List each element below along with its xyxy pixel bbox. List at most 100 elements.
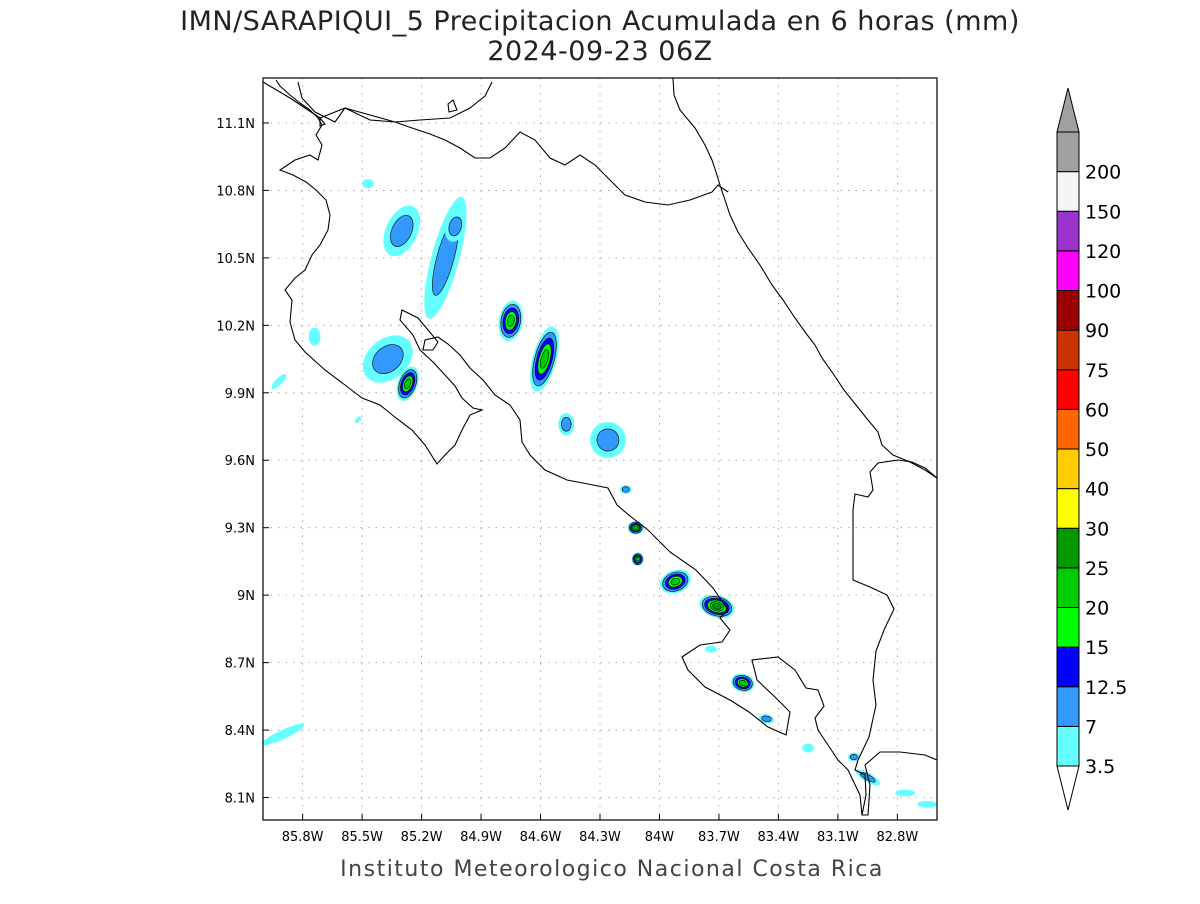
lat-tick-label: 8.7N — [225, 657, 255, 672]
precip-contour-band — [448, 216, 462, 237]
colorbar-label: 25 — [1085, 558, 1109, 580]
colorbar-swatch — [1056, 408, 1080, 450]
colorbar-under-triangle — [1056, 765, 1080, 811]
lat-tick-label: 8.1N — [225, 792, 255, 807]
precip-cell — [396, 366, 419, 402]
longitude-ticks: 85.8W 85.5W 85.2W 84.9W 84.6W 84.3W 84W 83.7W 83… — [282, 814, 918, 845]
colorbar-label: 30 — [1085, 518, 1109, 540]
precip-cell — [530, 326, 559, 392]
precip-cell — [627, 520, 644, 535]
lat-tick-label: 8.4N — [225, 724, 255, 739]
precip-cell — [362, 335, 413, 383]
map-title: IMN/SARAPIQUI_5 Precipitacion Acumulada … — [180, 6, 1020, 37]
precip-contour-band — [739, 679, 747, 686]
precip-contour-band — [362, 179, 375, 189]
precip-cell — [383, 205, 421, 257]
precipitation-field — [263, 179, 937, 808]
lat-tick-label: 11.1N — [216, 117, 255, 132]
precip-cell — [444, 210, 466, 242]
precip-cell — [731, 673, 755, 693]
precip-cell — [847, 752, 860, 762]
colorbar-swatch — [1056, 607, 1080, 648]
colorbar-label: 90 — [1085, 320, 1109, 342]
colorbar-label: 120 — [1085, 241, 1121, 263]
precip-contour-band — [849, 753, 858, 761]
lat-tick-label: 9.9N — [225, 387, 255, 402]
precip-cell — [619, 484, 632, 494]
precip-contour-band — [635, 556, 640, 562]
colorbar-swatch — [1056, 567, 1080, 608]
latitude-ticks: 11.1N 10.8N 10.5N 10.2N 9.9N 9.6N 9.3N 9N 8.7N 8.… — [216, 117, 269, 807]
lake-island — [447, 99, 458, 113]
precip-cell — [631, 552, 644, 566]
precip-cell — [263, 723, 305, 746]
lon-tick-label: 85.2W — [401, 830, 443, 845]
colorbar-swatch — [1056, 171, 1080, 212]
precip-contour-band — [271, 374, 287, 389]
colorbar-swatch — [1056, 527, 1080, 569]
colorbar-label: 150 — [1085, 201, 1121, 223]
precip-cell — [308, 327, 321, 346]
precip-contour-band — [561, 417, 572, 432]
lat-tick-label: 9.6N — [225, 454, 255, 469]
colorbar-over-triangle — [1056, 87, 1080, 133]
colorbar-label: 12.5 — [1085, 677, 1127, 699]
colorbar-label: 200 — [1085, 162, 1121, 184]
precip-cell — [917, 800, 937, 808]
lon-tick-label: 84W — [645, 830, 675, 845]
colorbar-swatch — [1056, 488, 1080, 529]
coast-small-islet — [319, 116, 326, 127]
precip-contour-band — [404, 378, 412, 390]
lon-tick-label: 82.8W — [876, 830, 918, 845]
map-panel: 85.8W 85.5W 85.2W 84.9W 84.6W 84.3W 84W 83.7W 83… — [216, 77, 938, 845]
colorbar-swatch — [1056, 448, 1080, 490]
precip-contour-band — [372, 344, 404, 374]
colorbar-label: 50 — [1085, 439, 1109, 461]
pacific-coastline — [852, 459, 937, 816]
colorbar-label: 15 — [1085, 637, 1109, 659]
lat-tick-label: 10.5N — [216, 252, 255, 267]
precip-contour-band — [596, 428, 620, 452]
precip-contour-band — [308, 327, 321, 346]
lat-tick-label: 10.2N — [216, 319, 255, 334]
colorbar-label: 100 — [1085, 281, 1121, 303]
precip-contour-band — [354, 416, 362, 423]
precip-cell — [705, 645, 717, 653]
precip-contour-band — [712, 603, 722, 610]
caribbean-coastline — [672, 78, 937, 479]
colorbar-label: 75 — [1085, 360, 1109, 382]
lon-tick-label: 85.8W — [282, 830, 324, 845]
lake-nicaragua-shore — [297, 81, 493, 123]
precip-cell — [498, 300, 524, 341]
precip-contour-band — [507, 314, 515, 327]
precip-contour-band — [670, 577, 681, 586]
precip-cell — [590, 422, 626, 458]
lat-tick-label: 9.3N — [225, 522, 255, 537]
precip-contour-band — [540, 349, 549, 369]
precip-contour-band — [802, 743, 815, 753]
lon-tick-label: 84.6W — [520, 830, 562, 845]
precip-cell — [354, 416, 362, 423]
precip-cell — [895, 789, 916, 797]
lat-tick-label: 9N — [237, 589, 255, 604]
colorbar-label: 40 — [1085, 479, 1109, 501]
colorbar-label: 60 — [1085, 399, 1109, 421]
precip-contour-band — [390, 214, 414, 247]
colorbar-swatch — [1056, 725, 1080, 767]
footer-credit: Instituto Meteorologico Nacional Costa R… — [340, 857, 884, 882]
precip-cell — [659, 569, 691, 594]
precip-contour-band — [917, 800, 937, 808]
lon-tick-label: 83.7W — [698, 830, 740, 845]
colorbar-swatch — [1056, 250, 1080, 291]
lon-tick-label: 84.3W — [579, 830, 621, 845]
colorbar-swatch — [1056, 210, 1080, 252]
lon-tick-label: 84.9W — [460, 830, 502, 845]
colorbar-swatch — [1056, 646, 1080, 688]
lon-tick-label: 85.5W — [341, 830, 383, 845]
colorbar-legend: 3.5 7 12.5 15 20 25 30 40 50 60 75 90 100 120 150 200 — [1056, 87, 1127, 811]
precip-cell — [362, 179, 375, 189]
colorbar-label: 7 — [1085, 716, 1097, 738]
precip-contour-band — [621, 486, 630, 493]
colorbar-swatch — [1056, 131, 1080, 173]
